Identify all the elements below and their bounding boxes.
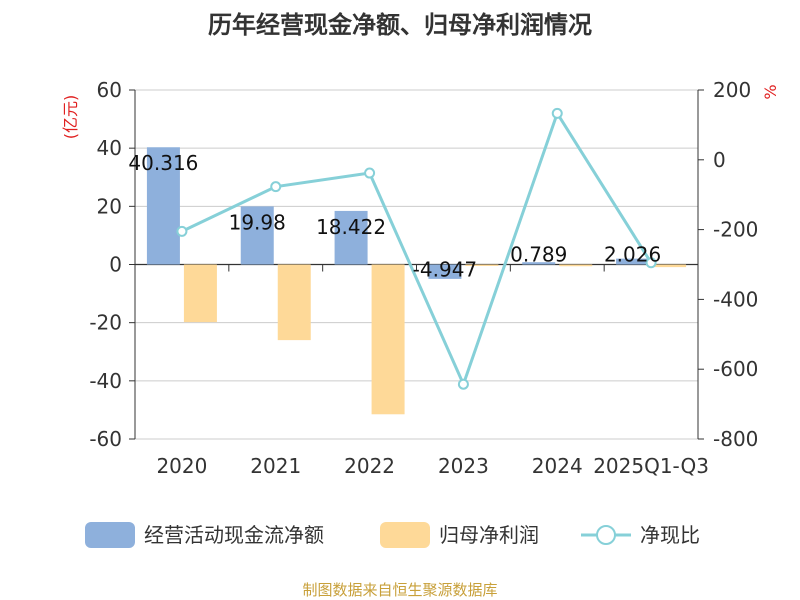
category-label: 2021 [250, 454, 301, 478]
left-axis-tick-label: 20 [97, 194, 122, 218]
bar-series [146, 147, 687, 415]
category-label: 2024 [532, 454, 583, 478]
net-profit-bar [277, 264, 311, 341]
ratio-point [645, 257, 657, 269]
legend-label-cash-flow: 经营活动现金流净额 [144, 523, 324, 547]
right-axis-tick-label: -400 [713, 287, 758, 311]
right-axis-tick-label: 200 [713, 78, 751, 102]
legend-swatch-ratio-marker [596, 525, 616, 545]
source-note: 制图数据来自恒生聚源数据库 [302, 581, 497, 599]
category-label: 2020 [156, 454, 207, 478]
cash-flow-data-label: 0.789 [510, 243, 567, 267]
cash-flow-data-label: 2.026 [604, 243, 661, 267]
right-axis-unit: % [761, 84, 780, 99]
chart-title: 历年经营现金净额、归母净利润情况 [208, 11, 592, 39]
net-profit-bar [559, 264, 593, 267]
left-axis-tick-label: -40 [89, 369, 122, 393]
net-profit-bar [653, 264, 687, 268]
category-label: 2023 [438, 454, 489, 478]
left-axis-tick-label: 0 [109, 253, 122, 277]
category-label: 2022 [344, 454, 395, 478]
legend-swatch-cash-flow [85, 522, 135, 548]
ratio-point [176, 225, 188, 237]
line-series [176, 107, 657, 390]
left-axis-tick-label: 40 [97, 136, 122, 160]
cash-flow-bar [428, 264, 462, 279]
left-axis-tick-label: -20 [89, 311, 122, 335]
left-axis-tick-label: -60 [89, 427, 122, 451]
left-axis-unit: (亿元) [61, 95, 80, 140]
cash-flow-bar [616, 258, 650, 265]
cash-flow-bar [522, 262, 556, 265]
left-axis-tick-label: 60 [97, 78, 122, 102]
cash-flow-data-label: 18.422 [316, 215, 386, 239]
cash-flow-bar [334, 210, 368, 265]
cash-flow-data-label: 40.316 [128, 151, 198, 175]
ratio-point [551, 107, 563, 119]
legend-label-net-profit: 归母净利润 [439, 523, 539, 547]
right-axis-tick-label: 0 [713, 148, 726, 172]
axes: 6040200-20-40-602000-200-400-600-8002020… [89, 78, 758, 478]
legend-label-ratio: 净现比 [640, 523, 700, 547]
cash-flow-bar [240, 206, 274, 265]
right-axis-tick-label: -200 [713, 218, 758, 242]
data-labels: 40.316 19.98 18.422 -4.947 0.789 2.026 [128, 151, 661, 281]
cash-flow-bar [146, 147, 180, 265]
ratio-line [181, 109, 653, 389]
net-profit-bar [371, 264, 405, 415]
legend: 经营活动现金流净额 归母净利润 净现比 [85, 522, 700, 548]
legend-swatch-net-profit [380, 522, 430, 548]
net-profit-bar [183, 264, 217, 323]
ratio-point [364, 167, 376, 179]
cash-flow-data-label: -4.947 [413, 258, 477, 282]
category-label: 2025Q1-Q3 [593, 454, 709, 478]
cash-flow-data-label: 19.98 [229, 210, 286, 234]
net-profit-bar [465, 264, 499, 266]
right-axis-tick-label: -600 [713, 357, 758, 381]
ratio-point [457, 378, 469, 390]
right-axis-tick-label: -800 [713, 427, 758, 451]
ratio-point [270, 181, 282, 193]
